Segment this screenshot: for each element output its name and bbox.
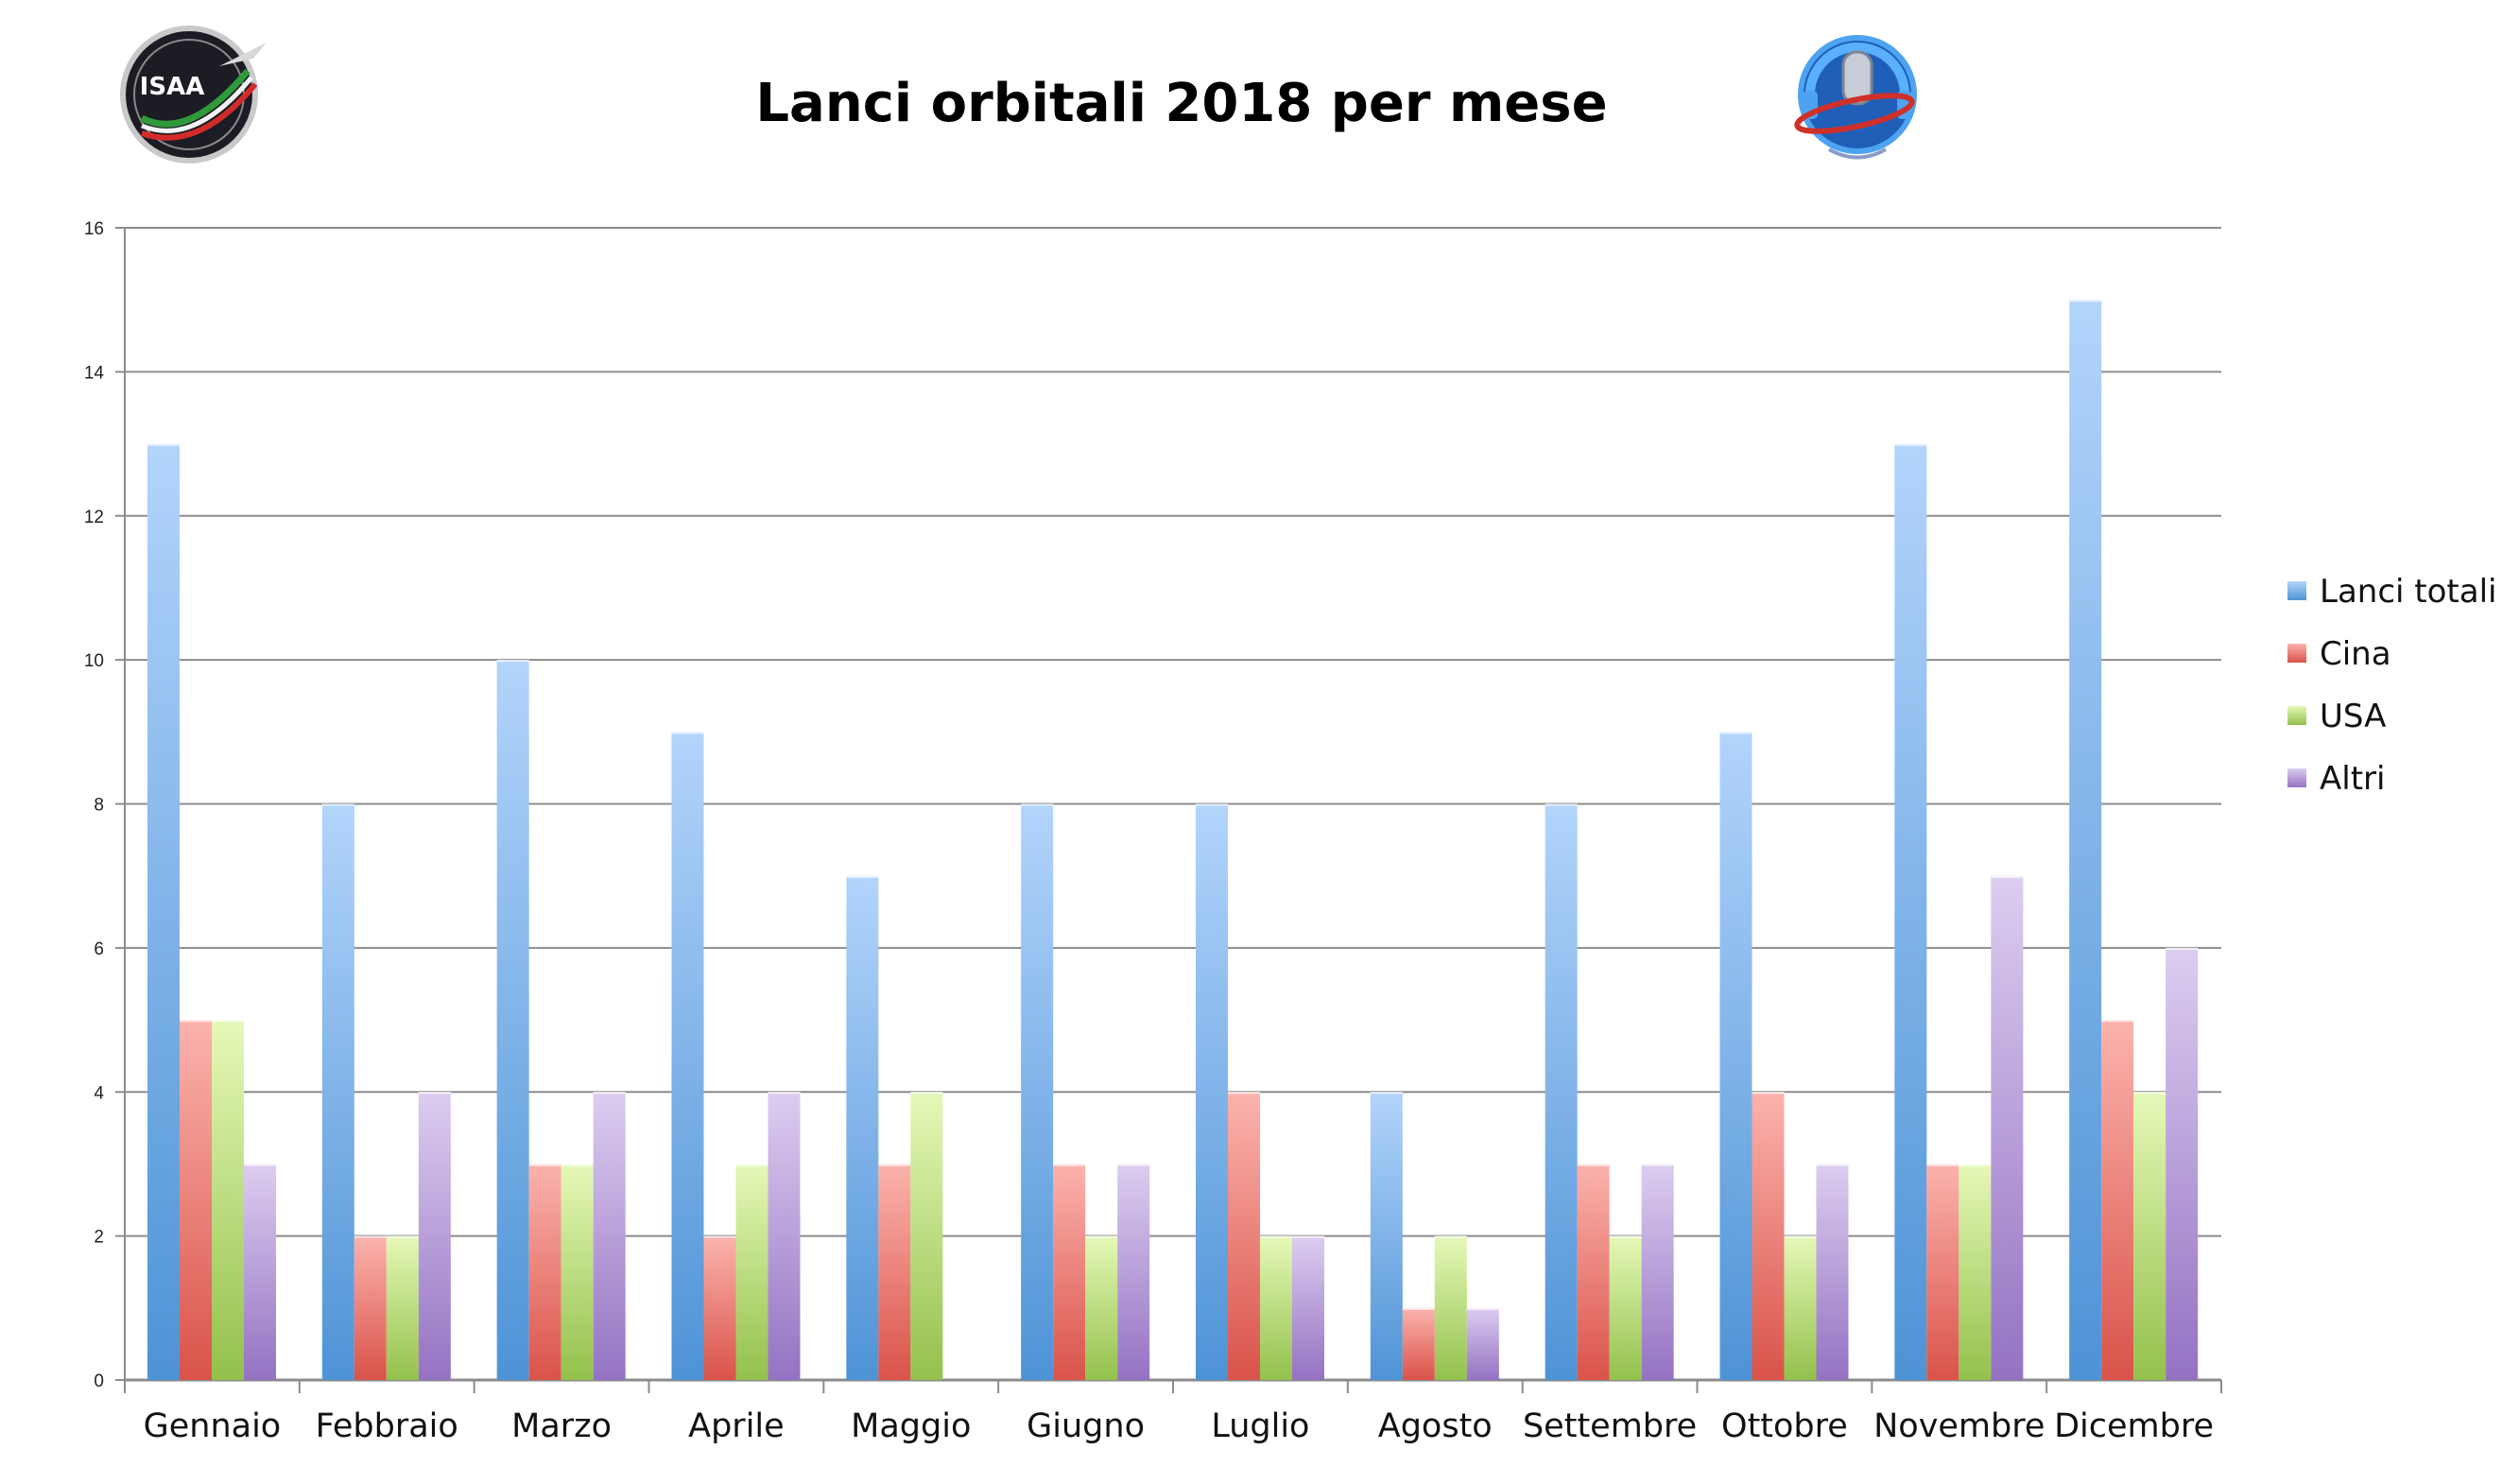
isaa-logo: ISAA [120, 26, 267, 164]
microphone-icon [1841, 50, 1873, 106]
bar-cina-novembre [1926, 1164, 1959, 1380]
bar-altri-dicembre [2166, 947, 2199, 1380]
legend: Lanci totali Cina USA Altri [2287, 573, 2496, 798]
x-tick-label-luglio: Luglio [1211, 1407, 1309, 1445]
y-tick-label: 0 [94, 1372, 104, 1391]
bar-usa-febbraio [386, 1235, 419, 1380]
bar-lanci-totali-febbraio [321, 803, 354, 1380]
x-tick-label-giugno: Giugno [1027, 1407, 1145, 1445]
bar-cina-agosto [1402, 1307, 1435, 1380]
bar-usa-settembre [1609, 1235, 1642, 1380]
legend-label-lanci-totali: Lanci totali [2320, 573, 2496, 611]
bar-cina-febbraio [354, 1235, 387, 1380]
y-tick-label: 6 [94, 940, 104, 959]
chart-title: Lanci orbitali 2018 per mese [755, 73, 1607, 134]
x-tick-label-dicembre: Dicembre [2054, 1407, 2214, 1445]
bar-cina-giugno [1053, 1164, 1086, 1380]
bar-altri-agosto [1466, 1307, 1499, 1380]
bar-lanci-totali-agosto [1370, 1092, 1403, 1380]
legend-label-usa: USA [2320, 698, 2386, 735]
bar-usa-dicembre [2133, 1092, 2166, 1380]
legend-swatch-usa [2287, 706, 2306, 725]
orbit-ring [1794, 93, 1915, 134]
bars [147, 300, 2199, 1380]
bar-lanci-totali-dicembre [2069, 300, 2102, 1380]
bar-lanci-totali-maggio [846, 875, 879, 1380]
y-tick-label: 4 [94, 1083, 104, 1103]
x-tick-label-settembre: Settembre [1523, 1407, 1697, 1445]
bar-cina-maggio [878, 1164, 911, 1380]
x-tick-label-febbraio: Febbraio [316, 1407, 458, 1445]
bar-altri-gennaio [244, 1164, 276, 1380]
axes [115, 227, 2222, 1393]
bar-lanci-totali-marzo [496, 660, 529, 1380]
x-tick-label-aprile: Aprile [688, 1407, 785, 1445]
bar-lanci-totali-settembre [1545, 803, 1578, 1380]
bar-altri-ottobre [1816, 1164, 1849, 1380]
radio-logo-banner [1828, 147, 1887, 160]
isaa-logo-swoosh-red [141, 82, 258, 141]
y-tick-label: 12 [84, 508, 104, 527]
y-tick-label: 14 [84, 363, 105, 383]
bar-lanci-totali-novembre [1894, 443, 1927, 1380]
bar-altri-novembre [1991, 875, 2024, 1380]
bar-lanci-totali-giugno [1021, 803, 1054, 1380]
x-tick-labels: Gennaio Febbraio Marzo Aprile Maggio Giugno Lu… [144, 1407, 2214, 1445]
legend-swatch-altri [2287, 768, 2306, 787]
y-tick-label: 16 [84, 219, 104, 239]
x-tick-label-maggio: Maggio [851, 1407, 971, 1445]
legend-label-altri: Altri [2320, 760, 2385, 798]
bar-lanci-totali-aprile [671, 732, 704, 1380]
radio-logo [1794, 35, 1917, 160]
rocket-icon [219, 43, 267, 66]
bar-altri-marzo [593, 1092, 626, 1380]
bar-cina-ottobre [1752, 1092, 1785, 1380]
legend-swatch-cina [2287, 644, 2306, 663]
bar-altri-settembre [1641, 1164, 1674, 1380]
x-tick-label-ottobre: Ottobre [1721, 1407, 1848, 1445]
y-tick-label: 2 [94, 1228, 104, 1248]
bar-altri-giugno [1117, 1164, 1150, 1380]
bar-usa-aprile [735, 1164, 768, 1380]
bar-cina-aprile [703, 1235, 736, 1380]
bar-usa-luglio [1260, 1235, 1292, 1380]
bar-cina-marzo [528, 1164, 561, 1380]
bar-lanci-totali-ottobre [1719, 732, 1752, 1380]
bar-usa-agosto [1434, 1235, 1467, 1380]
bar-cina-gennaio [180, 1020, 212, 1380]
bar-usa-giugno [1085, 1235, 1118, 1380]
bar-lanci-totali-gennaio [147, 443, 180, 1380]
y-tick-labels: 0 2 4 6 8 10 12 14 16 [84, 219, 105, 1391]
y-tick-label: 10 [84, 651, 104, 671]
x-tick-label-novembre: Novembre [1873, 1407, 2045, 1445]
bar-cina-luglio [1228, 1092, 1260, 1380]
x-tick-label-gennaio: Gennaio [144, 1407, 282, 1445]
bar-usa-gennaio [212, 1020, 244, 1380]
bar-usa-novembre [1959, 1164, 1992, 1380]
bar-usa-maggio [910, 1092, 943, 1380]
bar-usa-ottobre [1784, 1235, 1817, 1380]
x-tick-label-agosto: Agosto [1378, 1407, 1493, 1445]
legend-label-cina: Cina [2320, 635, 2391, 673]
bar-altri-aprile [768, 1092, 801, 1380]
legend-swatch-lanci-totali [2287, 581, 2306, 600]
isaa-logo-text: ISAA [140, 73, 205, 101]
x-tick-label-marzo: Marzo [511, 1407, 612, 1445]
bar-altri-febbraio [418, 1092, 451, 1380]
bar-cina-settembre [1577, 1164, 1610, 1380]
bar-altri-luglio [1292, 1235, 1324, 1380]
bar-usa-marzo [561, 1164, 594, 1380]
headphones-icon [1805, 43, 1909, 95]
bar-lanci-totali-luglio [1196, 803, 1228, 1380]
bar-cina-dicembre [2101, 1020, 2134, 1380]
y-tick-label: 8 [94, 796, 104, 816]
isaa-logo-swoosh-white [141, 76, 253, 133]
isaa-logo-swoosh-green [140, 68, 250, 128]
